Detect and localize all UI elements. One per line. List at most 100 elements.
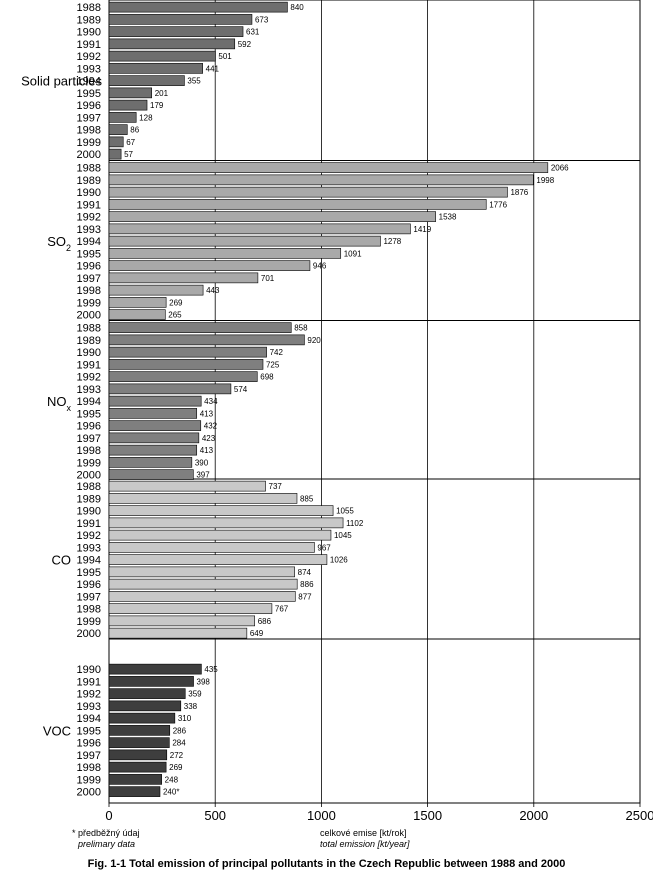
data-label: 390 (195, 458, 209, 467)
data-label: 1538 (439, 213, 457, 222)
bar (108, 148, 122, 160)
data-label: 877 (298, 592, 312, 601)
bar (108, 248, 342, 259)
year-label: 2000 (77, 787, 101, 799)
group-label-subscript: x (67, 403, 72, 413)
data-label: 673 (255, 15, 269, 24)
year-label: 1994 (77, 236, 101, 248)
bar (108, 346, 267, 358)
data-label: 86 (130, 126, 139, 135)
data-label: 435 (204, 665, 218, 674)
data-label: 284 (172, 739, 186, 748)
bar (108, 272, 259, 284)
data-label: 574 (234, 385, 248, 394)
data-label: 398 (197, 677, 211, 686)
bar (108, 211, 436, 222)
bar (108, 284, 204, 296)
data-label: 179 (150, 101, 164, 110)
bar (108, 420, 202, 431)
bar (108, 627, 248, 639)
bar (108, 517, 344, 529)
x-tick-label: 500 (204, 808, 226, 823)
year-label: 1997 (77, 591, 101, 603)
data-label: 355 (187, 77, 201, 86)
bar (108, 87, 152, 99)
year-label: 1993 (77, 63, 101, 75)
bar (108, 99, 148, 111)
year-label: 1989 (77, 14, 101, 26)
bar (108, 14, 253, 25)
data-label: 885 (300, 494, 314, 503)
data-label: 413 (200, 409, 214, 418)
group-label-name: VOC (43, 723, 71, 738)
data-label: 310 (178, 714, 192, 723)
year-label: 2000 (77, 149, 101, 161)
year-label: 1998 (77, 285, 101, 297)
data-label: 1776 (489, 200, 507, 209)
data-label: 701 (261, 274, 275, 283)
data-label: 649 (250, 629, 264, 638)
data-label: 57 (124, 150, 133, 159)
bar (108, 1, 288, 13)
data-label: 67 (126, 138, 135, 147)
group-label: CO (52, 553, 72, 568)
year-label: 1993 (77, 384, 101, 396)
year-label: 1998 (77, 125, 101, 137)
year-label: 1993 (77, 701, 101, 713)
data-label: 359 (188, 690, 202, 699)
bar (108, 408, 198, 419)
data-label: 201 (155, 89, 169, 98)
data-label: 248 (165, 775, 179, 784)
year-label: 1999 (77, 457, 101, 469)
data-label: 886 (300, 580, 314, 589)
bar (108, 235, 381, 247)
x-tick-label: 1500 (413, 808, 442, 823)
bar (108, 542, 315, 553)
data-label: 265 (168, 311, 182, 320)
bar (108, 578, 298, 590)
data-label: 592 (238, 40, 252, 49)
year-label: 1992 (77, 689, 101, 701)
bar (108, 457, 193, 468)
group-label-name: CO (52, 553, 72, 568)
x-tick-label: 0 (105, 808, 112, 823)
year-label: 2000 (77, 310, 101, 322)
bar (108, 444, 198, 456)
bar (108, 603, 273, 614)
data-label: 128 (139, 113, 153, 122)
data-label: 737 (269, 482, 283, 491)
year-label: 1995 (77, 567, 101, 579)
group-label-name: Solid particles (21, 74, 102, 89)
group-label-subscript: 2 (66, 243, 71, 253)
data-label: 432 (204, 422, 218, 431)
bar (108, 297, 167, 308)
group-label: VOC (43, 723, 71, 738)
data-label: 725 (266, 360, 280, 369)
footnote-en: prelimary data (78, 839, 136, 849)
bar (108, 774, 162, 785)
bar (108, 260, 311, 271)
bar (108, 700, 182, 712)
year-label: 1999 (77, 774, 101, 786)
x-axis-label: celkové emise [kt/rok] total emission [k… (320, 828, 410, 850)
bar (108, 737, 170, 748)
data-label: 1055 (336, 507, 354, 516)
data-label: 1045 (334, 531, 352, 540)
bar (108, 162, 549, 173)
data-label: 1419 (413, 225, 431, 234)
bar (108, 432, 200, 444)
data-label: 1876 (510, 188, 528, 197)
data-label: 397 (196, 471, 210, 480)
data-label: 1026 (330, 556, 348, 565)
bar (108, 322, 292, 333)
group-label: Solid particles (21, 74, 102, 89)
data-label: 338 (184, 702, 198, 711)
year-label: 1995 (77, 248, 101, 260)
footnote: * předběžný údaj prelimary data (72, 828, 140, 850)
data-label: 1998 (536, 176, 554, 185)
bar (108, 75, 185, 86)
year-label: 1989 (77, 335, 101, 347)
group-label-name: SO (47, 234, 66, 249)
data-label: 967 (317, 543, 331, 552)
year-label: 1998 (77, 762, 101, 774)
